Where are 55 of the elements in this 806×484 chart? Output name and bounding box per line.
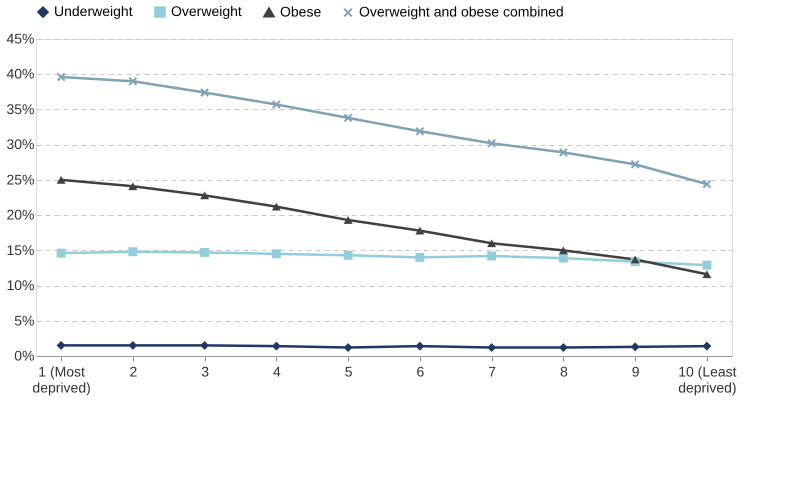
point — [702, 180, 712, 189]
x-tick-label: 10 (Least deprived) — [678, 364, 737, 396]
point — [487, 251, 496, 260]
point — [415, 252, 424, 262]
y-tick-label: 30% — [6, 136, 34, 152]
point — [200, 248, 210, 257]
point — [558, 254, 568, 263]
y-tick-label: 0% — [14, 348, 34, 364]
legend-label: Overweight — [171, 3, 242, 20]
point — [487, 138, 496, 148]
y-tick-label: 20% — [6, 206, 34, 223]
x-tick-label: 4 — [272, 364, 281, 380]
point — [128, 247, 138, 256]
point — [272, 342, 281, 351]
point — [487, 239, 496, 248]
point — [56, 176, 66, 184]
point — [272, 202, 281, 211]
point — [200, 192, 210, 200]
y-tick-label: 25% — [6, 171, 34, 188]
point — [272, 249, 281, 258]
point — [630, 160, 640, 169]
x-tick-label: 8 — [560, 364, 568, 380]
point — [272, 100, 281, 110]
y-tick-label: 10% — [6, 277, 34, 294]
point — [128, 76, 138, 86]
y-tick-label: 5% — [14, 312, 34, 328]
point — [344, 113, 353, 122]
point — [128, 340, 138, 350]
point — [558, 148, 568, 157]
point — [128, 182, 138, 190]
point — [415, 126, 424, 136]
y-tick-label: 45% — [6, 30, 34, 46]
x-tick-label: 7 — [488, 364, 496, 380]
point — [344, 250, 353, 260]
x-tick-label: 3 — [201, 364, 210, 380]
point — [630, 256, 640, 264]
legend-label: Obese — [280, 3, 322, 20]
legend-label: Underweight — [54, 3, 133, 20]
point — [415, 226, 424, 234]
x-tick-label: 2 — [129, 364, 138, 380]
y-tick-label: 35% — [6, 100, 34, 117]
point — [344, 216, 353, 224]
y-tick-label: 40% — [6, 66, 34, 82]
point — [558, 246, 568, 254]
point — [200, 88, 210, 98]
point — [56, 248, 66, 258]
y-tick-label: 15% — [6, 242, 34, 258]
legend-label: Overweight and obese combined — [359, 4, 564, 20]
point — [56, 72, 66, 82]
x-tick-label: 6 — [416, 364, 424, 380]
x-tick-label: 1 (Most deprived) — [32, 364, 91, 396]
point — [702, 270, 712, 278]
x-tick-label: 5 — [344, 364, 353, 380]
x-tick-label: 9 — [632, 364, 640, 380]
point — [702, 260, 712, 270]
